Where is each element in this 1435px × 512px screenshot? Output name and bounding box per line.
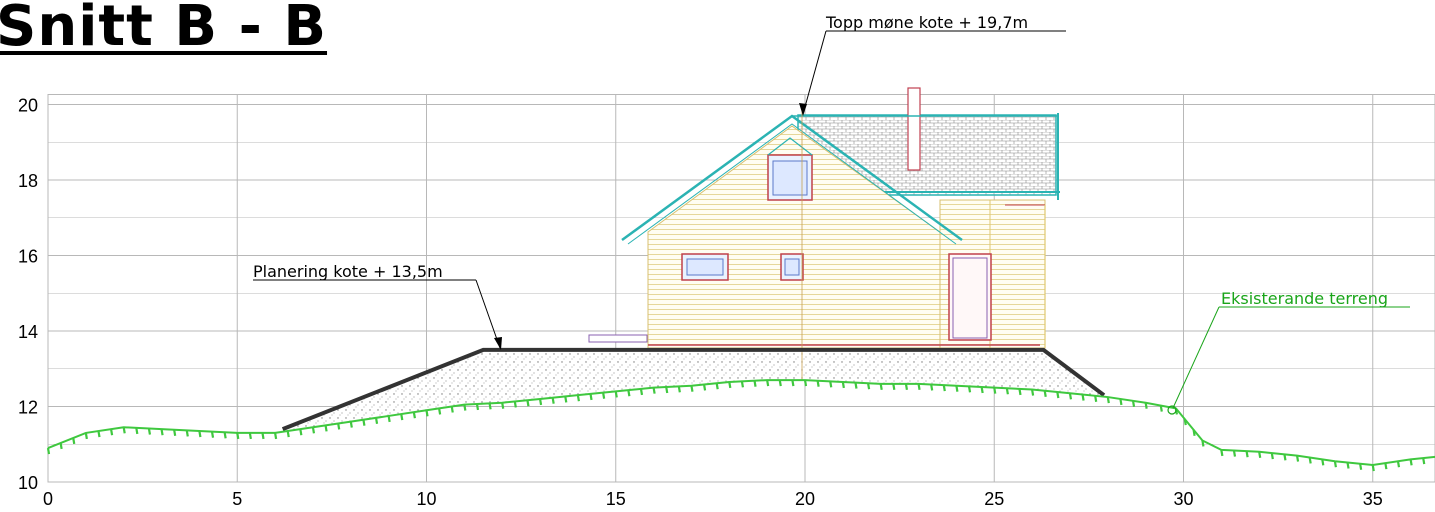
door (949, 254, 991, 340)
x-tick-label: 25 (984, 489, 1004, 509)
x-tick-label: 20 (795, 489, 815, 509)
step (589, 335, 647, 342)
house-elevation (589, 88, 1060, 380)
x-tick-label: 5 (232, 489, 242, 509)
y-tick-label: 14 (18, 322, 38, 342)
chimney (908, 88, 920, 170)
x-axis-labels: 0 5 10 15 20 25 30 35 (43, 489, 1383, 509)
x-tick-label: 0 (43, 489, 53, 509)
y-tick-label: 10 (18, 473, 38, 493)
y-tick-label: 18 (18, 171, 38, 191)
grading-label: Planering kote + 13,5m (253, 262, 443, 281)
terrain-label: Eksisterande terreng (1221, 289, 1388, 308)
grading-annotation: Planering kote + 13,5m (253, 262, 502, 350)
x-tick-label: 15 (606, 489, 626, 509)
terrain-hatch (48, 380, 1435, 471)
y-tick-label: 20 (18, 96, 38, 116)
gravel-fill (283, 350, 1104, 431)
y-tick-label: 16 (18, 247, 38, 267)
x-tick-label: 35 (1363, 489, 1383, 509)
ridge-annotation: Topp møne kote + 19,7m (799, 13, 1066, 116)
y-axis-labels: 10 12 14 16 18 20 (18, 96, 38, 494)
y-tick-label: 12 (18, 398, 38, 418)
x-tick-label: 10 (416, 489, 436, 509)
terrain-annotation: Eksisterande terreng (1168, 289, 1410, 414)
ridge-label: Topp møne kote + 19,7m (825, 13, 1028, 32)
terrain-line (48, 380, 1435, 465)
x-tick-label: 30 (1173, 489, 1193, 509)
